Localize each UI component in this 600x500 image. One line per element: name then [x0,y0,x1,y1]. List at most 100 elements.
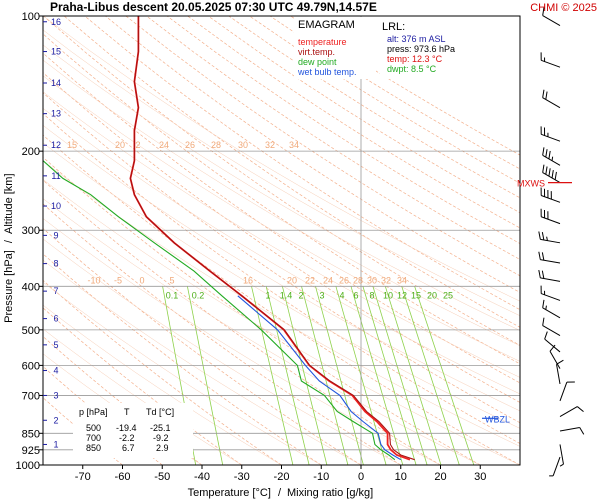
wind-barb [559,406,584,417]
wind-barb-half-feather [559,463,564,467]
wind-barb-feather [542,164,545,173]
mixing-ratio-line [401,286,460,465]
wind-barb-staff [541,293,561,301]
x-tick-label: -20 [274,471,290,483]
wind-barb-staff [559,444,564,465]
mixing-ratio-label: 12 [397,290,407,300]
wind-barb-half-feather [546,236,548,241]
y-axis-label-altitude: Altitude [km] [3,173,15,234]
moist-adiabat [43,29,520,317]
altitude-tick-label: 1 [53,439,58,449]
legend-box [294,17,376,79]
wind-barb-feather [538,251,541,260]
wind-barb-staff [541,195,561,203]
mixing-ratio-label: 10 [383,290,393,300]
legend: EMAGRAM temperature virt.temp. dew point… [294,17,376,79]
moist-adiabat [43,108,520,395]
moist-adiabat [43,44,520,331]
y-axis-label-pressure: Pressure [hPa] [3,250,15,323]
moist-adiabat [43,124,520,412]
dry-adiabat [43,307,243,465]
x-tick-label: 10 [395,471,407,483]
wbzl-label: WBZL [485,414,510,424]
adiabat-label: 30 [238,140,248,150]
lrl-pressure: press: 973.6 hPa [387,44,455,54]
adiabat-label: 0 [139,275,144,285]
wind-barb-half-feather [551,156,554,161]
wind-barb [549,344,561,369]
wind-barb-staff [542,307,561,319]
wind-barb [556,359,564,385]
moist-adiabat [43,59,520,347]
legend-item-virt-temp: virt.temp. [298,47,335,57]
legend-heading: EMAGRAM [298,19,355,31]
y-tick-label: 300 [22,225,40,237]
copyright-label: CHMI © 2025 [530,2,597,14]
altitude-tick-label: 8 [53,259,58,269]
lrl-panel: LRL: alt: 376 m ASL press: 973.6 hPa tem… [380,17,476,79]
altitude-tick-label: 6 [53,314,58,324]
mixing-ratio-label: 8 [369,290,374,300]
dry-adiabat [63,16,520,328]
wind-barb-feather [551,170,554,179]
wind-barb-feather [579,427,585,435]
wind-barb-staff [549,351,561,369]
adiabat-label: 28 [353,275,363,285]
dry-adiabat [43,92,520,424]
wind-barb-feather [545,91,548,100]
mixing-ratio-label: 4 [339,290,344,300]
altitude-tick-label: 12 [51,140,61,150]
y-tick-label: 600 [22,360,40,372]
wind-barb [559,444,564,467]
series-group [43,16,415,461]
wind-barb-feather [542,7,545,16]
dry-adiabat [43,156,481,465]
adiabat-label: 20 [287,275,297,285]
dry-adiabat [43,134,520,465]
wind-barb [540,52,561,68]
mixing-ratio-line [384,286,442,465]
adiabat-label: 20 [115,140,125,150]
adiabat-label: 26 [185,140,195,150]
mixing-ratio-label: 15 [411,290,421,300]
moist-adiabat [43,75,520,362]
legend-item-wet-bulb: wet bulb temp. [297,67,357,77]
y-tick-label: 100 [22,11,40,23]
wind-barb-staff [540,238,561,244]
wind-barb-feather [544,331,548,340]
x-tick-label: -50 [154,471,170,483]
x-tick-label: -60 [115,471,131,483]
wind-barb-feather [542,317,545,326]
adiabat-label: -10 [87,275,100,285]
mixing-ratio-label: 2 [298,290,303,300]
wind-barb-staff [542,97,561,109]
wind-barb [542,164,561,184]
mixing-ratio-label: 1 [265,290,270,300]
y-tick-label: 500 [22,325,40,337]
wind-barb-staff [541,216,561,225]
x-tick-label: 30 [474,471,486,483]
mixing-ratio-line [251,286,294,465]
x-axis-label-temperature: Temperature [°C] [188,487,271,499]
y-axis-title: Pressure [hPa] / Altitude [km] [3,173,15,322]
adiabat-label: 32 [265,140,275,150]
adiabat-label: 28 [211,140,221,150]
mixing-ratio-line [282,286,328,465]
dry-adiabat [43,16,520,346]
moist-adiabat [43,91,520,378]
mixing-ratio-label: 3 [319,290,324,300]
mixing-ratio-label: 20 [427,290,437,300]
dry-adiabat [125,16,520,277]
wind-barb-staff [559,427,580,432]
x-axis-title: Temperature [°C] / Mixing ratio [g/kg] [188,487,374,499]
wind-barb [540,285,561,301]
wind-barb [542,299,561,319]
altitude-tick-label: 13 [51,109,61,119]
x-tick-label: 20 [434,471,446,483]
wind-barb-staff [556,364,561,385]
series-dew-point-line [43,160,396,461]
adiabat-labels: 15 20 2 24 26 28 30 32 34 -10 -5 0 5 16 20 22 24 26 28 30 32… [67,140,407,285]
mixing-ratio-line [301,286,349,465]
table-header-p: p [hPa] [79,407,108,417]
